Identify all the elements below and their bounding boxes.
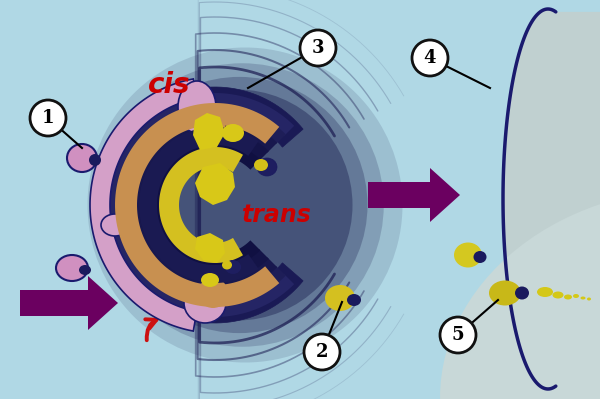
Ellipse shape — [515, 286, 529, 300]
Ellipse shape — [581, 296, 586, 300]
Polygon shape — [195, 233, 225, 263]
Polygon shape — [115, 103, 279, 307]
Polygon shape — [115, 105, 286, 305]
Polygon shape — [503, 9, 600, 389]
Text: 4: 4 — [424, 49, 436, 67]
Polygon shape — [139, 129, 269, 281]
Text: 3: 3 — [312, 39, 324, 57]
Ellipse shape — [79, 265, 91, 275]
Polygon shape — [100, 87, 303, 323]
Circle shape — [304, 334, 340, 370]
Ellipse shape — [325, 285, 355, 311]
Text: 5: 5 — [452, 326, 464, 344]
Ellipse shape — [184, 283, 226, 323]
Ellipse shape — [225, 260, 241, 274]
Ellipse shape — [222, 261, 232, 269]
Ellipse shape — [564, 294, 572, 300]
Ellipse shape — [101, 214, 129, 236]
Ellipse shape — [587, 298, 591, 300]
Polygon shape — [90, 79, 197, 331]
Polygon shape — [103, 93, 294, 317]
Ellipse shape — [222, 124, 244, 142]
Ellipse shape — [254, 159, 268, 171]
Ellipse shape — [537, 287, 553, 297]
Circle shape — [440, 317, 476, 353]
Ellipse shape — [201, 273, 219, 287]
Ellipse shape — [88, 47, 403, 363]
Ellipse shape — [257, 158, 277, 176]
Text: trans: trans — [242, 203, 312, 227]
Ellipse shape — [198, 278, 228, 308]
Circle shape — [30, 100, 66, 136]
Text: cis: cis — [148, 71, 191, 99]
Ellipse shape — [121, 89, 353, 320]
Polygon shape — [139, 127, 259, 283]
Ellipse shape — [67, 144, 97, 172]
Ellipse shape — [120, 221, 130, 229]
Polygon shape — [195, 163, 235, 205]
Ellipse shape — [195, 108, 225, 146]
Ellipse shape — [178, 81, 216, 133]
Polygon shape — [151, 141, 260, 269]
Ellipse shape — [347, 294, 361, 306]
Text: 2: 2 — [316, 343, 328, 361]
Polygon shape — [159, 147, 243, 263]
Ellipse shape — [553, 292, 563, 298]
Polygon shape — [20, 276, 118, 330]
Text: 1: 1 — [42, 109, 54, 127]
Circle shape — [300, 30, 336, 66]
Ellipse shape — [100, 63, 384, 347]
Ellipse shape — [454, 243, 482, 267]
Circle shape — [412, 40, 448, 76]
Polygon shape — [440, 0, 600, 399]
Polygon shape — [193, 113, 225, 150]
Ellipse shape — [89, 154, 101, 166]
Ellipse shape — [489, 280, 521, 306]
Ellipse shape — [573, 294, 579, 298]
Polygon shape — [368, 168, 460, 222]
Ellipse shape — [56, 255, 88, 281]
Ellipse shape — [112, 77, 367, 333]
Ellipse shape — [473, 251, 487, 263]
Polygon shape — [127, 117, 277, 293]
